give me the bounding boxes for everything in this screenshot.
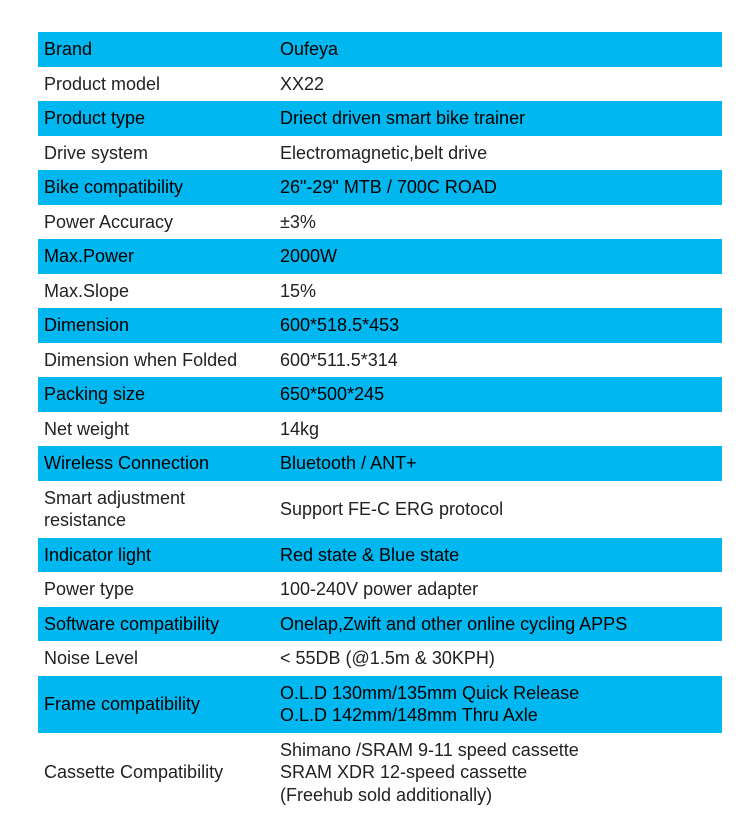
table-row: Max.Slope15% xyxy=(38,274,722,309)
spec-label: Noise Level xyxy=(38,641,278,676)
spec-value: 2000W xyxy=(278,239,722,274)
spec-label: Cassette Compatibility xyxy=(38,733,278,813)
spec-value: Driect driven smart bike trainer xyxy=(278,101,722,136)
spec-value: Red state & Blue state xyxy=(278,538,722,573)
table-row: Software compatibilityOnelap,Zwift and o… xyxy=(38,607,722,642)
spec-value: XX22 xyxy=(278,67,722,102)
spec-label: Product model xyxy=(38,67,278,102)
spec-value: Oufeya xyxy=(278,32,722,67)
table-row: Frame compatibilityO.L.D 130mm/135mm Qui… xyxy=(38,676,722,733)
spec-label: Packing size xyxy=(38,377,278,412)
spec-value: ±3% xyxy=(278,205,722,240)
spec-label: Product type xyxy=(38,101,278,136)
spec-table-body: BrandOufeyaProduct modelXX22Product type… xyxy=(38,32,722,812)
table-row: Indicator lightRed state & Blue state xyxy=(38,538,722,573)
table-row: Packing size650*500*245 xyxy=(38,377,722,412)
spec-value: Shimano /SRAM 9-11 speed cassetteSRAM XD… xyxy=(278,733,722,813)
spec-value: 600*511.5*314 xyxy=(278,343,722,378)
spec-label: Wireless Connection xyxy=(38,446,278,481)
spec-label: Dimension when Folded xyxy=(38,343,278,378)
table-row: Product typeDriect driven smart bike tra… xyxy=(38,101,722,136)
table-row: Wireless ConnectionBluetooth / ANT+ xyxy=(38,446,722,481)
spec-value: 650*500*245 xyxy=(278,377,722,412)
table-row: Bike compatibility26"-29" MTB / 700C ROA… xyxy=(38,170,722,205)
table-row: Noise Level< 55DB (@1.5m & 30KPH) xyxy=(38,641,722,676)
spec-value: Support FE-C ERG protocol xyxy=(278,481,722,538)
spec-label: Drive system xyxy=(38,136,278,171)
table-row: Power type100-240V power adapter xyxy=(38,572,722,607)
spec-label: Frame compatibility xyxy=(38,676,278,733)
spec-value: 26"-29" MTB / 700C ROAD xyxy=(278,170,722,205)
spec-value: 15% xyxy=(278,274,722,309)
table-row: Power Accuracy±3% xyxy=(38,205,722,240)
spec-label: Smart adjustment resistance xyxy=(38,481,278,538)
spec-label: Net weight xyxy=(38,412,278,447)
spec-label: Bike compatibility xyxy=(38,170,278,205)
table-row: Max.Power2000W xyxy=(38,239,722,274)
table-row: Smart adjustment resistanceSupport FE-C … xyxy=(38,481,722,538)
spec-label: Max.Slope xyxy=(38,274,278,309)
spec-label: Power type xyxy=(38,572,278,607)
spec-table-container: BrandOufeyaProduct modelXX22Product type… xyxy=(0,0,750,832)
spec-label: Software compatibility xyxy=(38,607,278,642)
spec-label: Power Accuracy xyxy=(38,205,278,240)
spec-table: BrandOufeyaProduct modelXX22Product type… xyxy=(38,32,722,812)
table-row: Cassette CompatibilityShimano /SRAM 9-11… xyxy=(38,733,722,813)
table-row: Dimension600*518.5*453 xyxy=(38,308,722,343)
table-row: Net weight14kg xyxy=(38,412,722,447)
spec-value: 600*518.5*453 xyxy=(278,308,722,343)
table-row: Product modelXX22 xyxy=(38,67,722,102)
spec-value: O.L.D 130mm/135mm Quick ReleaseO.L.D 142… xyxy=(278,676,722,733)
table-row: Drive systemElectromagnetic,belt drive xyxy=(38,136,722,171)
spec-value: Onelap,Zwift and other online cycling AP… xyxy=(278,607,722,642)
spec-label: Brand xyxy=(38,32,278,67)
spec-value: Bluetooth / ANT+ xyxy=(278,446,722,481)
spec-label: Max.Power xyxy=(38,239,278,274)
table-row: Dimension when Folded600*511.5*314 xyxy=(38,343,722,378)
table-row: BrandOufeya xyxy=(38,32,722,67)
spec-value: 14kg xyxy=(278,412,722,447)
spec-value: 100-240V power adapter xyxy=(278,572,722,607)
spec-label: Dimension xyxy=(38,308,278,343)
spec-value: Electromagnetic,belt drive xyxy=(278,136,722,171)
spec-value: < 55DB (@1.5m & 30KPH) xyxy=(278,641,722,676)
spec-label: Indicator light xyxy=(38,538,278,573)
